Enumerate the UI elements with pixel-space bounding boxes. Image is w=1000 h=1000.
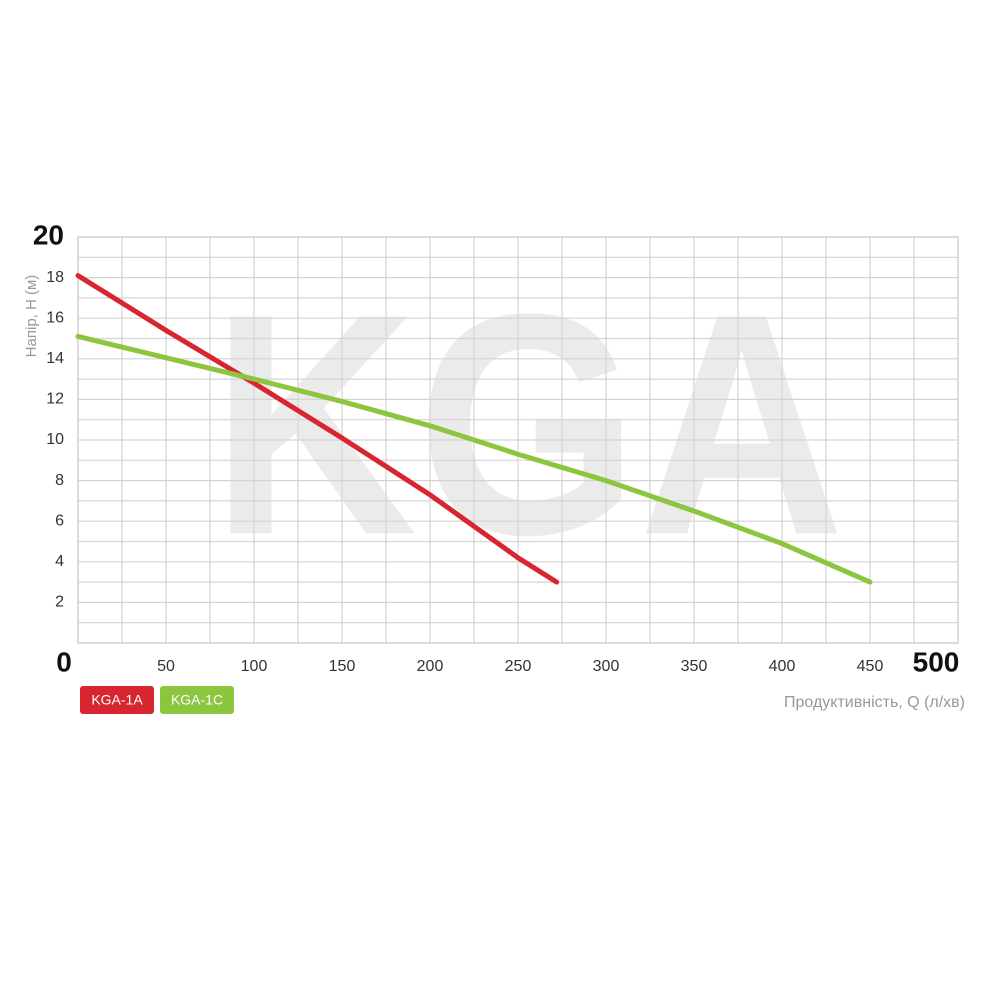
x-tick-label: 250 (505, 658, 532, 675)
x-tick-label: 150 (329, 658, 356, 675)
x-axis-label: Продуктивність, Q (л/хв) (784, 694, 965, 711)
legend-swatch (160, 686, 234, 714)
x-tick-label: 100 (241, 658, 268, 675)
y-tick-label: 16 (46, 309, 64, 326)
watermark: KGA (211, 248, 844, 600)
x-tick-label: 300 (593, 658, 620, 675)
y-axis-label: Напір, H (м) (23, 275, 40, 358)
y-tick-label: 2 (55, 594, 64, 611)
x-tick-label: 450 (857, 658, 884, 675)
legend-label: KGA-1C (171, 692, 223, 708)
y-tick-label: 8 (55, 472, 64, 489)
y-tick-label: 6 (55, 512, 64, 529)
y-tick-label: 20 (33, 219, 64, 250)
x-tick-label: 350 (681, 658, 708, 675)
x-tick-label: 0 (56, 646, 72, 677)
y-tick-label: 10 (46, 431, 64, 448)
series-line (75, 273, 560, 585)
x-tick-label: 200 (417, 658, 444, 675)
y-tick-label: 14 (46, 350, 64, 367)
legend-swatch (80, 686, 154, 714)
x-tick-label: 50 (157, 658, 175, 675)
legend-label: KGA-1A (91, 692, 143, 708)
y-tick-label: 12 (46, 391, 64, 408)
y-tick-label: 4 (55, 553, 64, 570)
series-line (75, 333, 873, 585)
x-tick-label: 500 (913, 646, 960, 677)
x-tick-label: 400 (769, 658, 796, 675)
y-tick-label: 18 (46, 269, 64, 286)
